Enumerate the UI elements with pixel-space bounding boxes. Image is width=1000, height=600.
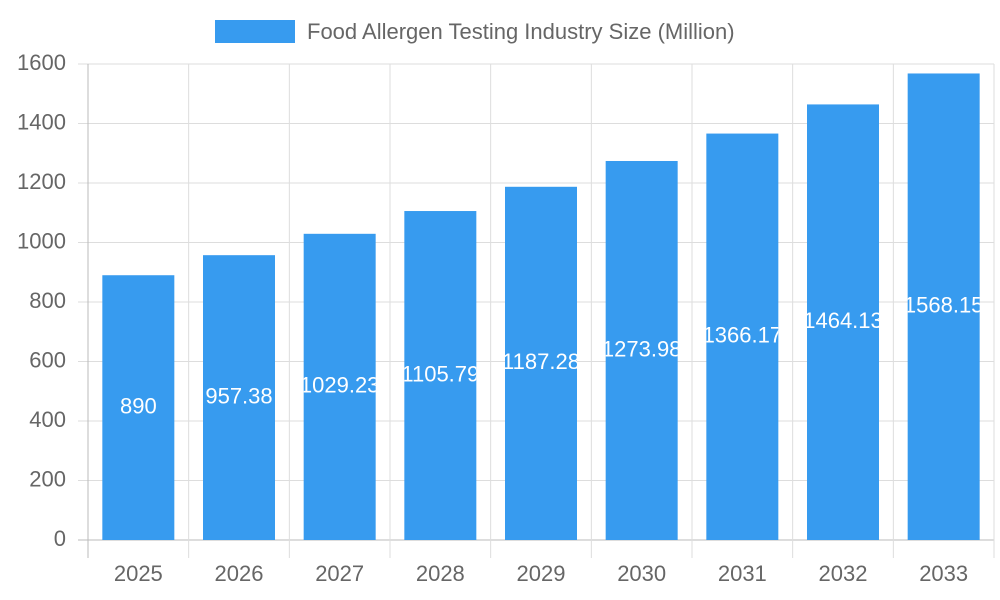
bar — [303, 233, 376, 540]
data-label: 1187.28 — [502, 349, 580, 374]
bar — [102, 275, 175, 540]
bar — [605, 160, 678, 540]
bar — [706, 133, 779, 540]
bar — [807, 104, 879, 540]
data-label: 1366.17 — [703, 323, 783, 348]
x-tick-label: 2033 — [919, 561, 968, 586]
y-tick-label: 0 — [54, 526, 66, 551]
bar — [505, 186, 577, 541]
x-tick-label: 2026 — [215, 561, 264, 586]
data-label: 957.38 — [205, 383, 272, 408]
x-tick-label: 2025 — [114, 561, 163, 586]
legend-swatch — [215, 20, 295, 43]
x-tick-label: 2030 — [617, 561, 666, 586]
data-label: 1105.79 — [401, 361, 479, 386]
y-tick-label: 1000 — [17, 228, 66, 253]
bar — [907, 73, 980, 540]
data-label: 1464.13 — [803, 308, 883, 333]
x-tick-label: 2027 — [315, 561, 364, 586]
bar — [404, 211, 477, 541]
y-tick-label: 1400 — [17, 109, 66, 134]
legend-label: Food Allergen Testing Industry Size (Mil… — [307, 19, 735, 44]
data-label: 1273.98 — [602, 336, 682, 361]
y-tick-label: 1200 — [17, 169, 66, 194]
x-tick-label: 2029 — [517, 561, 566, 586]
x-tick-label: 2031 — [718, 561, 767, 586]
data-label: 890 — [120, 393, 157, 418]
y-tick-label: 200 — [29, 466, 66, 491]
x-tick-label: 2032 — [819, 561, 868, 586]
y-tick-label: 1600 — [17, 50, 66, 75]
data-label: 1029.23 — [300, 373, 380, 398]
y-tick-label: 400 — [29, 407, 66, 432]
y-tick-label: 600 — [29, 347, 66, 372]
bar — [203, 255, 275, 540]
data-label: 1568.15 — [904, 293, 984, 318]
y-tick-label: 800 — [29, 288, 66, 313]
x-tick-label: 2028 — [416, 561, 465, 586]
